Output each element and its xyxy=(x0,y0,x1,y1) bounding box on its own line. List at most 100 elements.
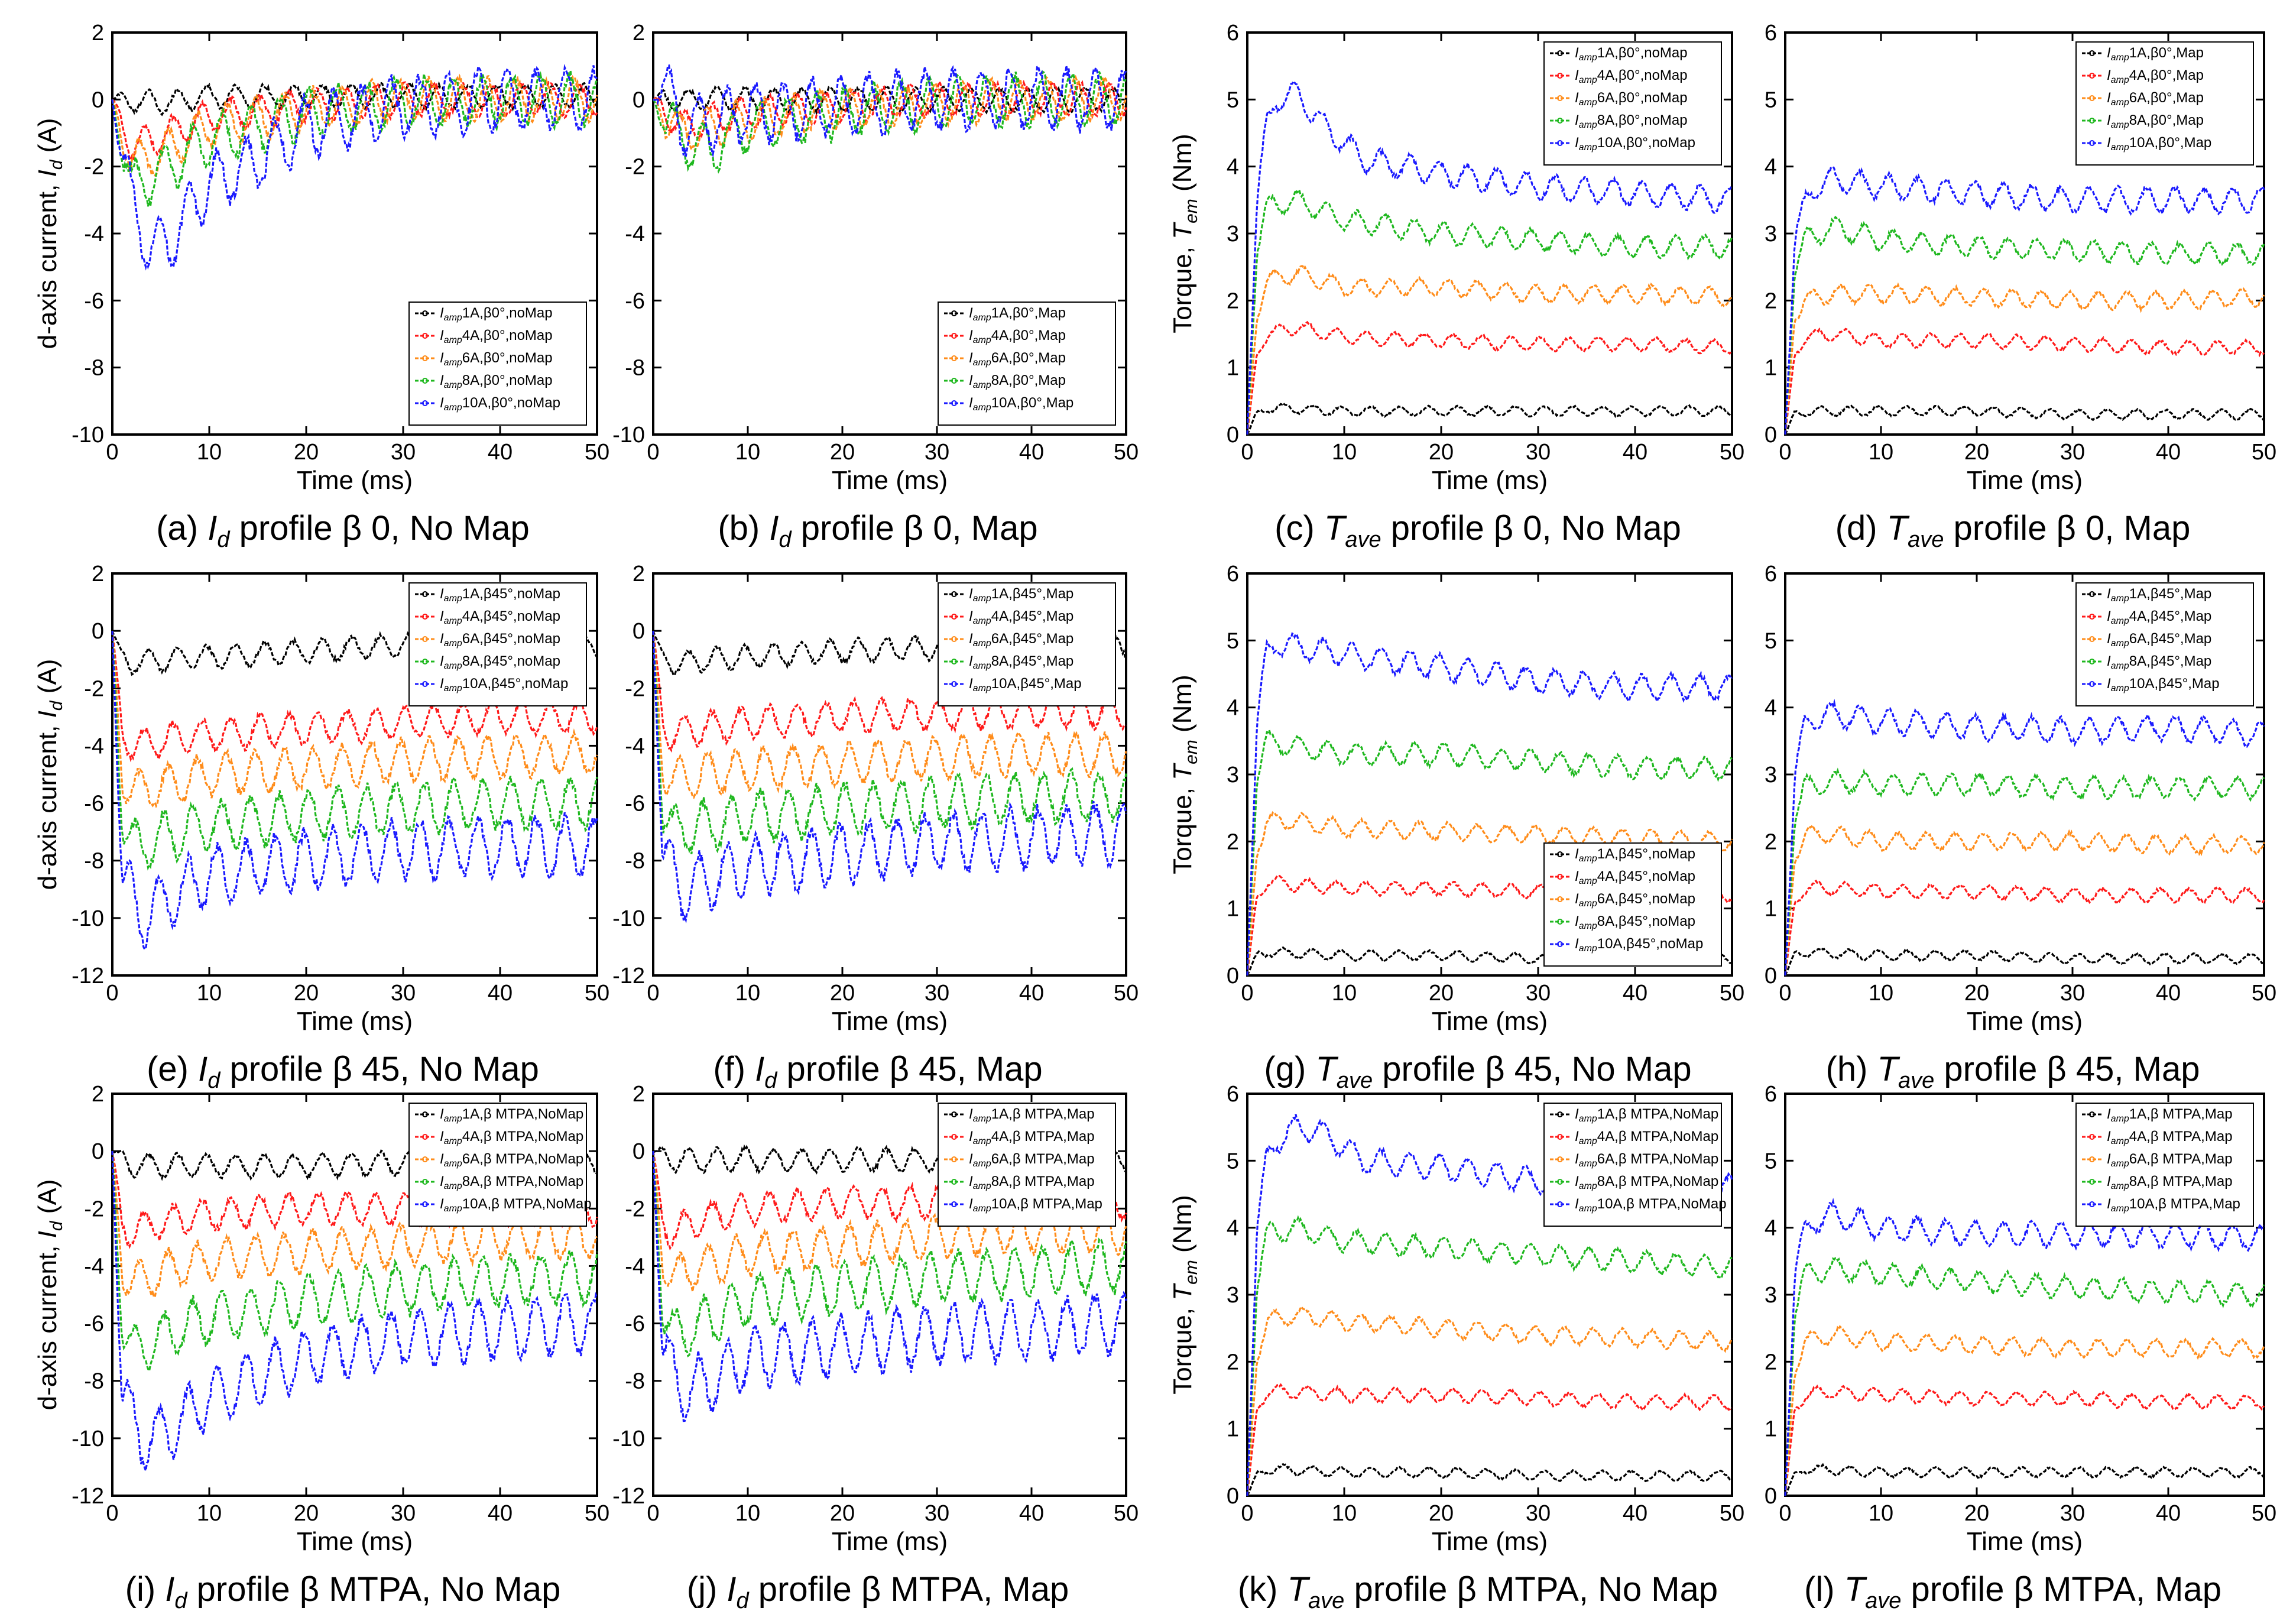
x-tick-label: 10 xyxy=(197,440,222,465)
y-tick-label: 5 xyxy=(1765,1149,1777,1174)
legend-marker xyxy=(951,614,957,620)
panel-caption: (i) Id profile β MTPA, No Map xyxy=(125,1570,561,1613)
legend-entry: Iamp1A,β0°,Map xyxy=(969,305,1066,323)
x-tick-label: 10 xyxy=(1869,440,1893,465)
x-tick-label: 40 xyxy=(1623,981,1647,1006)
y-tick-label: -6 xyxy=(625,289,645,313)
series-line-8A xyxy=(1246,187,1733,435)
y-tick-label: 0 xyxy=(633,1139,645,1164)
series-line-6A xyxy=(1246,811,1733,976)
legend-entry: Iamp6A,β45°,noMap xyxy=(1575,891,1695,909)
y-tick-label: 0 xyxy=(1765,964,1777,988)
legend-entry: Iamp1A,β45°,noMap xyxy=(440,586,560,604)
legend-marker xyxy=(1557,73,1563,79)
series-line-1A xyxy=(1784,404,2265,435)
x-tick-label: 20 xyxy=(830,1501,855,1526)
legend-box xyxy=(1543,842,1722,967)
series-line-8A xyxy=(652,631,1127,854)
legend-marker xyxy=(2089,1179,2095,1185)
legend: Iamp1A,β0°,Map Iamp4A,β0°,Map Iamp6A,β0°,M… xyxy=(2075,41,2254,166)
x-tick-label: 30 xyxy=(1526,981,1551,1006)
panel-caption: (j) Id profile β MTPA, Map xyxy=(687,1570,1069,1613)
x-tick-label: 40 xyxy=(2156,440,2181,465)
x-axis-label: Time (ms) xyxy=(297,1527,413,1556)
y-tick-label: -8 xyxy=(625,1369,645,1394)
y-tick-label: 6 xyxy=(1765,562,1777,586)
legend-marker xyxy=(1557,851,1563,857)
legend-marker xyxy=(2089,659,2095,664)
y-tick-label: -2 xyxy=(84,676,104,701)
legend-marker xyxy=(951,591,957,597)
legend-entry: Iamp6A,β45°,noMap xyxy=(440,631,560,649)
y-tick-label: 0 xyxy=(92,87,104,112)
y-tick-label: 2 xyxy=(633,1082,645,1107)
x-tick-label: 10 xyxy=(735,440,760,465)
x-tick-label: 50 xyxy=(585,1501,609,1526)
panel-caption: (g) Tave profile β 45, No Map xyxy=(1264,1050,1691,1093)
x-axis-label: Time (ms) xyxy=(832,466,948,495)
series-line-10A xyxy=(1246,79,1733,435)
legend-entry: Iamp6A,β45°,Map xyxy=(2107,631,2211,649)
y-tick-label: -4 xyxy=(625,734,645,758)
x-axis-label: Time (ms) xyxy=(1432,466,1548,495)
y-axis-label: d-axis current, Id (A) xyxy=(33,659,66,890)
y-tick-label: 1 xyxy=(1227,1417,1239,1442)
legend-marker xyxy=(1557,140,1563,146)
y-tick-label: 2 xyxy=(1227,1350,1239,1375)
y-tick-label: -12 xyxy=(612,1484,645,1509)
y-axis-label: Torque, Tem (Nm) xyxy=(1168,675,1201,874)
legend: Iamp1A,β0°,Map Iamp4A,β0°,Map Iamp6A,β0°,M… xyxy=(938,302,1116,426)
y-tick-label: 1 xyxy=(1227,897,1239,922)
y-tick-label: -10 xyxy=(72,1427,104,1451)
legend-entry: Iamp8A,β45°,noMap xyxy=(440,653,560,671)
x-tick-label: 20 xyxy=(1964,1501,1989,1526)
legend-marker xyxy=(2089,140,2095,146)
series-line-1A xyxy=(1246,946,1733,976)
panel-caption: (c) Tave profile β 0, No Map xyxy=(1274,509,1681,552)
y-tick-label: 2 xyxy=(1227,829,1239,854)
y-tick-label: -4 xyxy=(84,222,104,247)
x-tick-label: 10 xyxy=(197,1501,222,1526)
x-tick-label: 40 xyxy=(2156,1501,2181,1526)
series-line-10A xyxy=(652,1151,1127,1422)
y-tick-label: 3 xyxy=(1227,222,1239,247)
legend-marker xyxy=(2089,73,2095,79)
series-line-1A xyxy=(112,81,598,116)
legend-marker xyxy=(1557,1134,1563,1140)
x-tick-label: 50 xyxy=(1114,1501,1139,1526)
legend-marker xyxy=(422,1134,428,1140)
series-line-6A xyxy=(1784,1325,2265,1496)
legend-marker xyxy=(422,1111,428,1117)
legend-marker xyxy=(2089,118,2095,124)
x-tick-label: 30 xyxy=(391,1501,416,1526)
y-tick-label: -4 xyxy=(84,1254,104,1279)
y-tick-label: 0 xyxy=(92,619,104,644)
legend-entry: Iamp8A,β45°,noMap xyxy=(1575,913,1695,931)
legend-entry: Iamp6A,β0°,Map xyxy=(2107,90,2204,108)
y-tick-label: -2 xyxy=(625,1197,645,1221)
x-tick-label: 50 xyxy=(1720,981,1744,1006)
legend: Iamp1A,β0°,noMap Iamp4A,β0°,noMap Iamp6A,β… xyxy=(408,302,587,426)
legend-marker xyxy=(422,1201,428,1207)
y-tick-label: 3 xyxy=(1765,222,1777,247)
legend-marker xyxy=(1557,896,1563,902)
x-axis-label: Time (ms) xyxy=(1432,1007,1548,1036)
legend-box xyxy=(1543,1103,1722,1227)
legend-marker xyxy=(951,1111,957,1117)
y-tick-label: -2 xyxy=(84,155,104,180)
x-tick-label: 20 xyxy=(294,1501,319,1526)
legend-marker xyxy=(422,681,428,687)
series-line-8A xyxy=(1784,767,2265,976)
legend-marker xyxy=(951,659,957,664)
series-line-8A xyxy=(111,631,598,871)
panel-caption: (a) Id profile β 0, No Map xyxy=(156,509,530,552)
legend-box xyxy=(938,582,1116,706)
legend-entry: Iamp10A,β0°,Map xyxy=(969,395,1073,413)
x-tick-label: 0 xyxy=(647,440,659,465)
x-tick-label: 30 xyxy=(391,981,416,1006)
legend-marker xyxy=(1557,1156,1563,1162)
legend-marker xyxy=(951,1156,957,1162)
series-line-8A xyxy=(1246,1215,1733,1496)
